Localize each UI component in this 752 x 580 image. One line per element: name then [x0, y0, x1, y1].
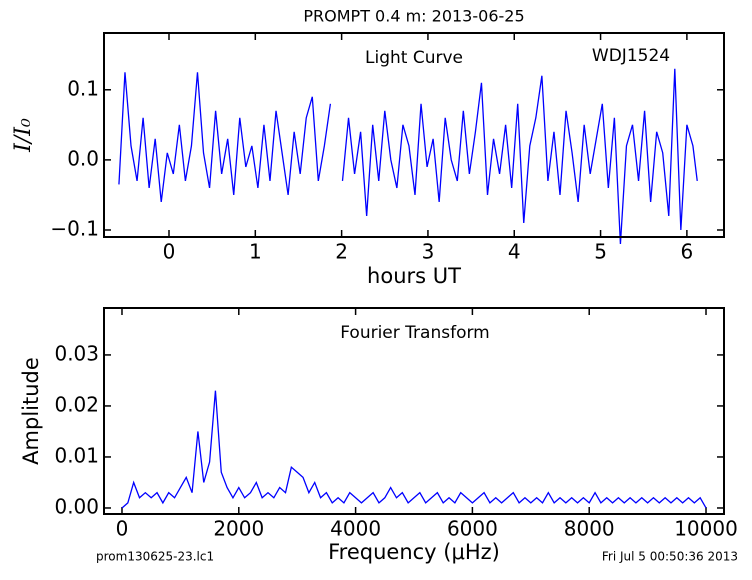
y-axis-label: I/I₀ — [11, 118, 36, 153]
axes-frame — [103, 307, 725, 515]
data-line — [121, 390, 707, 509]
y-tick-label: 0.03 — [54, 341, 99, 365]
x-axis-label: Frequency (μHz) — [328, 540, 500, 564]
y-tick-label: 0.0 — [67, 146, 99, 170]
x-tick-label: 6000 — [447, 517, 498, 541]
x-tick-label: 6 — [681, 240, 694, 264]
chart-title: PROMPT 0.4 m: 2013-06-25 — [303, 7, 524, 26]
x-tick-label: 8000 — [564, 517, 615, 541]
y-tick-label: 0.1 — [67, 76, 99, 100]
x-tick-label: 4000 — [330, 517, 381, 541]
y-tick-label: 0.01 — [54, 443, 99, 467]
x-tick-label: 0 — [163, 240, 176, 264]
y-tick-label: −0.1 — [50, 216, 99, 240]
x-tick-label: 5 — [594, 240, 607, 264]
x-tick-label: 1 — [249, 240, 262, 264]
y-tick-label: 0.00 — [54, 494, 99, 518]
x-tick-label: 2000 — [213, 517, 264, 541]
annotation: Light Curve — [365, 48, 463, 68]
x-tick-label: 4 — [508, 240, 521, 264]
axes-frame — [103, 32, 725, 238]
x-tick-label: 3 — [422, 240, 435, 264]
y-axis-label: Amplitude — [19, 357, 43, 465]
x-tick-label: 10000 — [674, 517, 738, 541]
x-axis-label: hours UT — [367, 264, 461, 288]
x-tick-label: 0 — [116, 517, 129, 541]
annotation: Fourier Transform — [340, 323, 489, 343]
x-tick-label: 2 — [335, 240, 348, 264]
data-line — [118, 68, 698, 245]
y-tick-label: 0.02 — [54, 392, 99, 416]
footer-right: Fri Jul 5 00:50:36 2013 — [602, 550, 738, 564]
annotation: WDJ1524 — [592, 46, 670, 66]
footer-left: prom130625-23.lc1 — [96, 550, 214, 564]
